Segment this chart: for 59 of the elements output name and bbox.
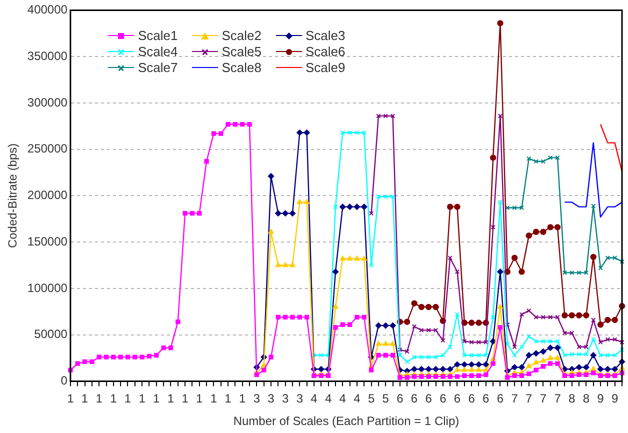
x-tick-label: 8 — [582, 392, 590, 406]
x-tick-label: 1 — [81, 392, 88, 406]
x-tick-label: 6 — [425, 392, 432, 406]
x-tick-label: 6 — [482, 392, 490, 406]
y-tick-label: 200000 — [27, 188, 68, 202]
x-tick-label: 1 — [196, 392, 204, 406]
legend-label: Scale7 — [138, 60, 178, 75]
x-tick-label: 5 — [368, 392, 375, 406]
x-tick-label: 1 — [167, 392, 174, 406]
x-tick-label: 6 — [496, 392, 504, 406]
legend-label: Scale2 — [222, 28, 262, 43]
legend-label: Scale6 — [306, 44, 346, 59]
x-tick-label: 1 — [96, 392, 103, 406]
x-tick-label: 7 — [526, 392, 533, 406]
legend-label: Scale4 — [138, 44, 178, 59]
x-tick-label: 6 — [396, 392, 404, 406]
legend-label: Scale1 — [138, 28, 178, 43]
x-tick-label: 1 — [124, 392, 132, 406]
x-tick-label: 6 — [454, 392, 461, 406]
x-tick-label: 3 — [253, 392, 260, 406]
x-tick-label: 1 — [182, 392, 189, 406]
x-tick-label: 8 — [568, 392, 576, 406]
legend-label: Scale3 — [306, 28, 346, 43]
x-tick-label: 1 — [67, 392, 74, 406]
x-tick-label: 1 — [224, 392, 232, 406]
y-tick-label: 350000 — [27, 48, 68, 63]
x-tick-label: 4 — [310, 392, 318, 406]
x-tick-label: 1 — [210, 392, 218, 406]
x-tick-label: 4 — [354, 392, 361, 406]
x-tick-label: 1 — [239, 392, 246, 406]
y-tick-label: 0 — [60, 374, 68, 388]
x-axis-title: Number of Scales (Each Partition = 1 Clip) — [233, 414, 460, 428]
x-tick-label: 1 — [110, 392, 118, 406]
x-tick-label: 4 — [324, 392, 332, 406]
y-tick-label: 400000 — [27, 2, 68, 17]
x-tick-label: 6 — [440, 392, 447, 406]
x-tick-label: 6 — [468, 392, 476, 406]
x-tick-label: 6 — [410, 392, 418, 406]
x-tick-label: 9 — [611, 392, 618, 406]
y-tick-label: 100000 — [27, 280, 68, 295]
x-tick-label: 4 — [339, 392, 346, 406]
x-tick-label: 3 — [296, 392, 304, 406]
x-tick-label: 1 — [153, 392, 160, 406]
y-tick-label: 250000 — [27, 142, 68, 156]
legend-label: Scale5 — [222, 44, 262, 59]
x-tick-label: 7 — [554, 392, 562, 406]
x-tick-label: 9 — [597, 392, 604, 406]
x-tick-label: 1 — [138, 392, 146, 406]
y-axis-title: Coded-Bitrate (bps) — [6, 143, 20, 248]
legend-label: Scale8 — [222, 60, 262, 75]
legend-label: Scale9 — [306, 60, 346, 75]
y-tick-label: 300000 — [27, 95, 68, 110]
x-tick-label: 3 — [282, 392, 289, 406]
x-tick-label: 5 — [382, 392, 390, 406]
x-tick-label: 3 — [268, 392, 275, 406]
x-tick-label: 7 — [540, 392, 547, 406]
y-tick-label: 50000 — [34, 327, 68, 342]
x-tick-label: 7 — [511, 392, 518, 406]
y-tick-label: 150000 — [27, 234, 68, 248]
